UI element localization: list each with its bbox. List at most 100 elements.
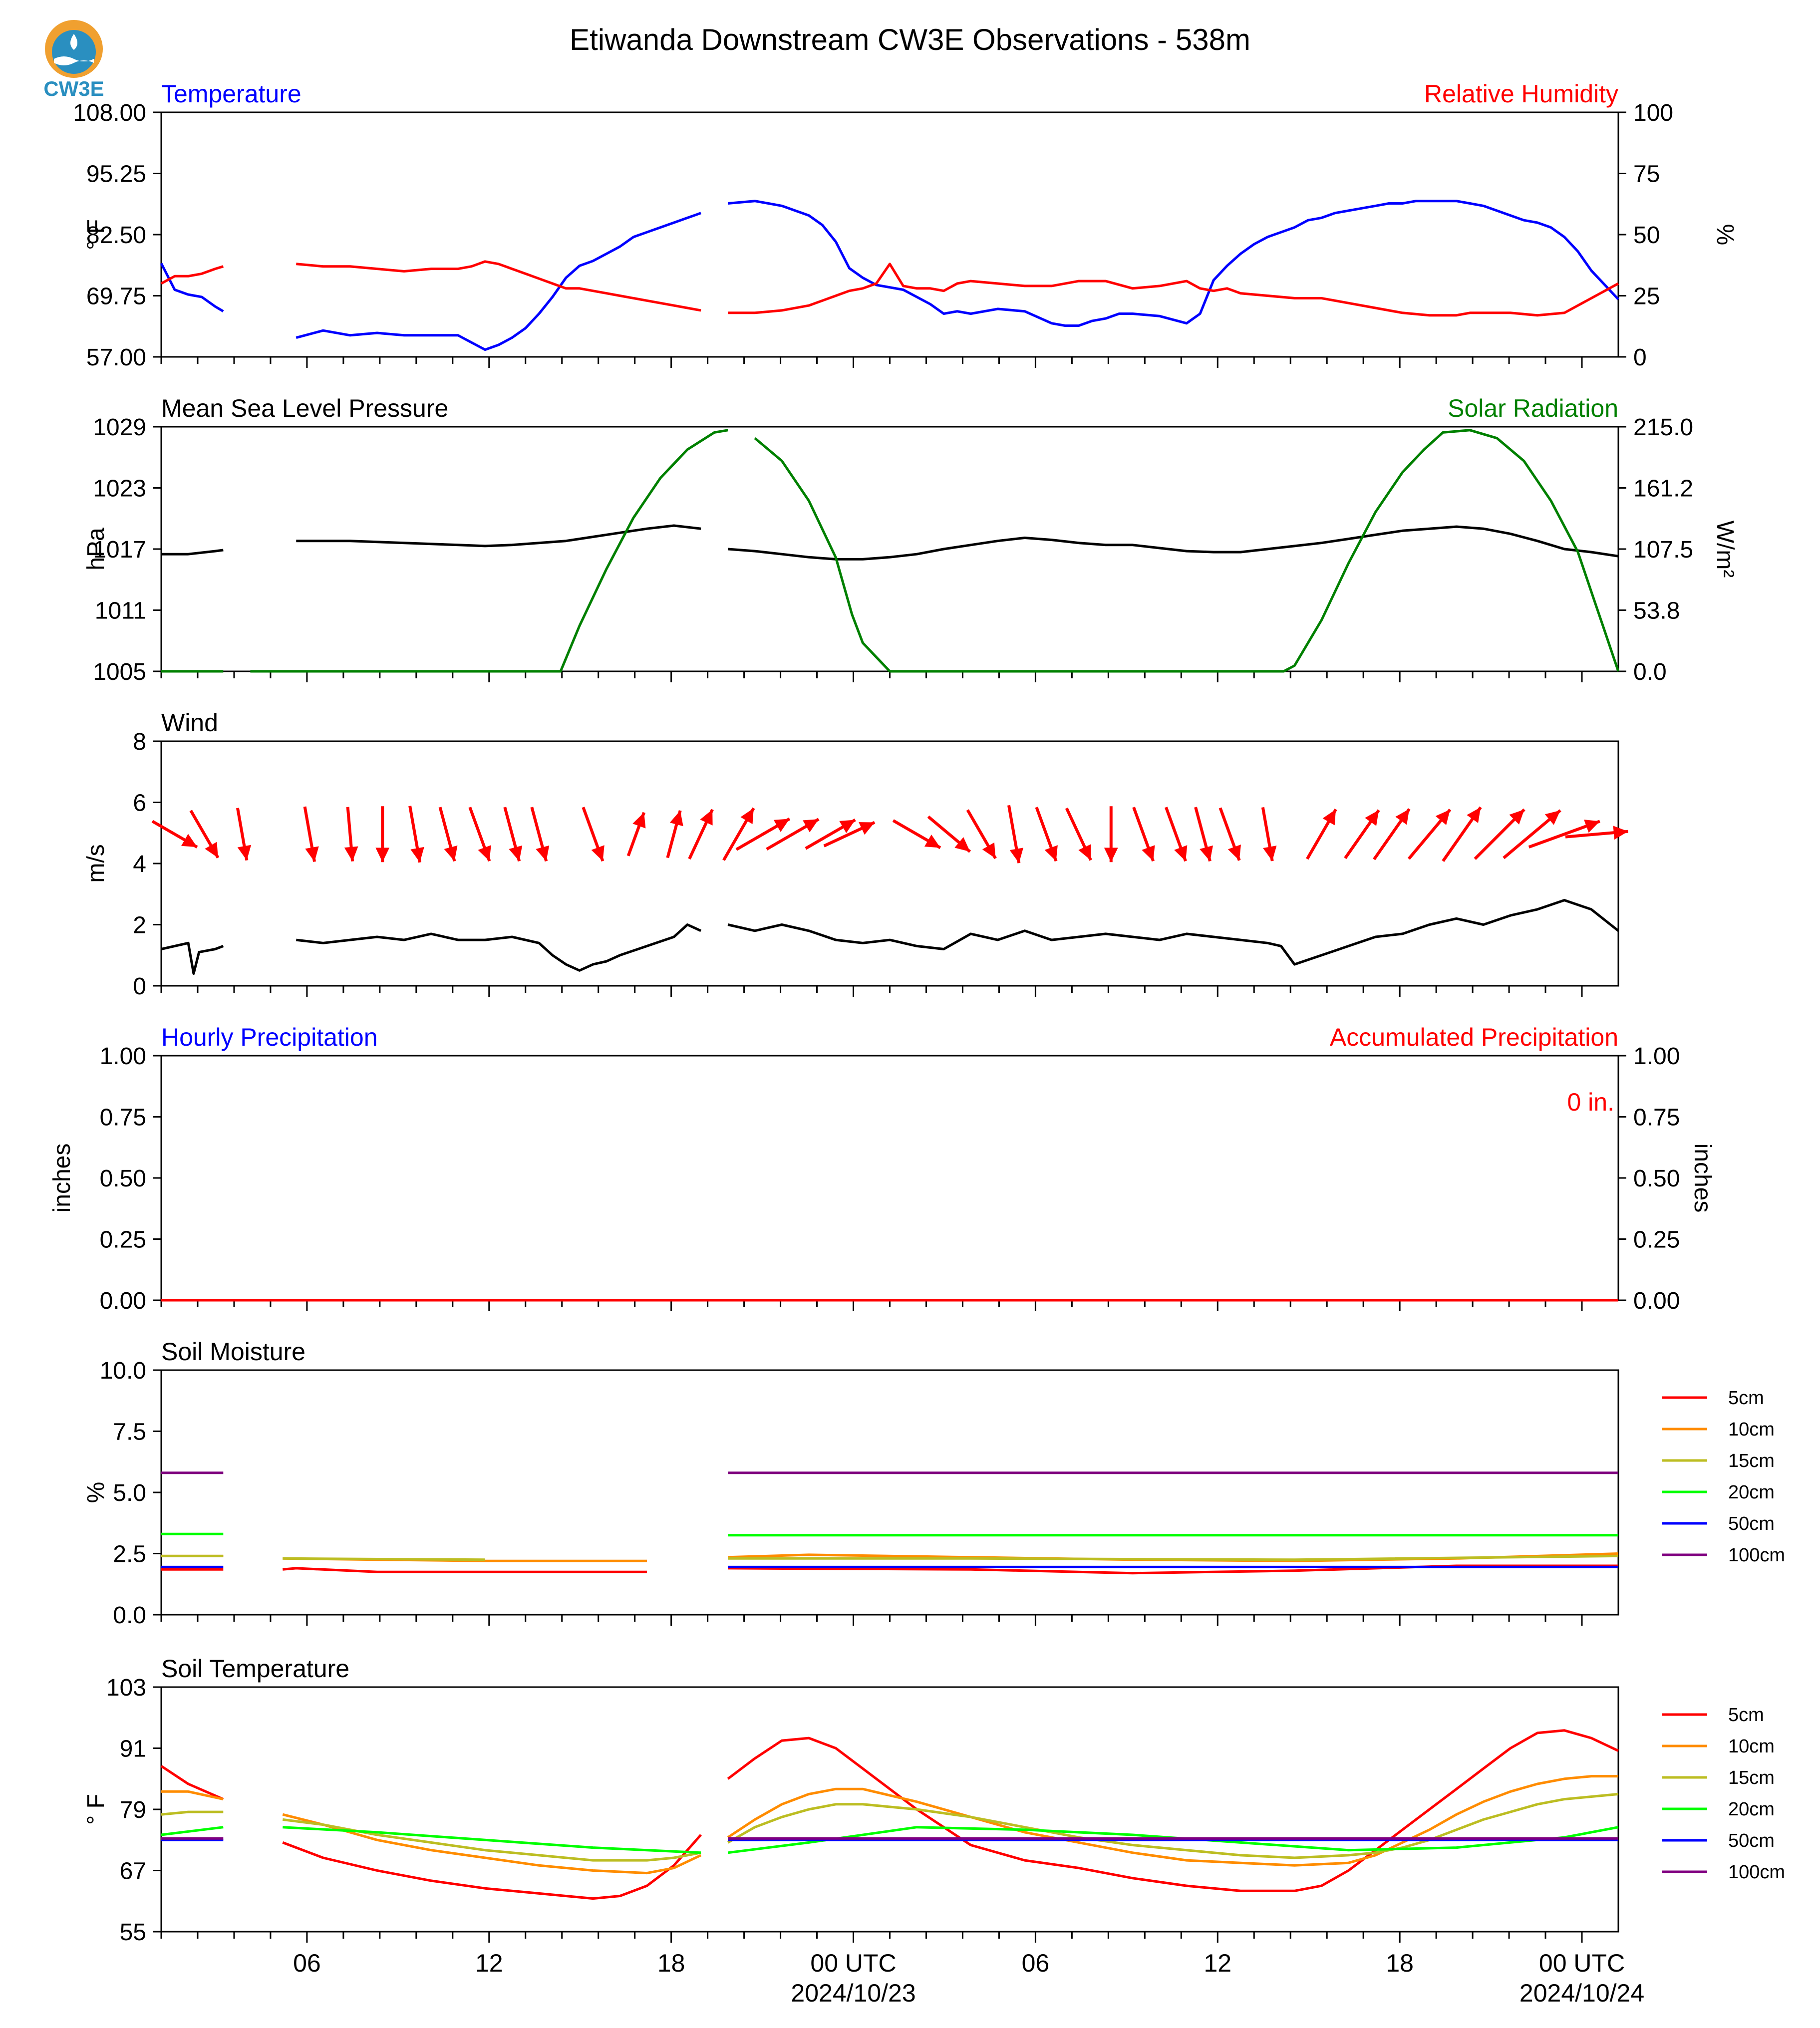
- wind-arrowhead: [1435, 809, 1451, 825]
- legend-label: 15cm: [1728, 1450, 1775, 1471]
- wind-arrowhead: [859, 822, 875, 835]
- y-tick-label-right: 161.2: [1633, 476, 1693, 502]
- wind-arrowhead: [181, 834, 197, 848]
- y-tick-label: 0.50: [100, 1165, 146, 1192]
- y-tick-label: 57.00: [86, 344, 146, 371]
- panel-title-left: Mean Sea Level Pressure: [161, 394, 448, 422]
- wind-arrowhead: [1104, 848, 1118, 863]
- panel-title-right: Accumulated Precipitation: [1330, 1023, 1618, 1051]
- legend-label: 15cm: [1728, 1767, 1775, 1788]
- legend-label: 20cm: [1728, 1482, 1775, 1503]
- panel-title-left: Temperature: [161, 80, 302, 108]
- x-tick-label: 18: [657, 1949, 685, 1977]
- legend-label: 50cm: [1728, 1830, 1775, 1851]
- y-tick-label-right: 0.25: [1633, 1227, 1680, 1253]
- legend-label: 5cm: [1728, 1705, 1764, 1726]
- wind-arrowhead: [773, 819, 790, 832]
- series-line-10cm: [161, 1775, 1618, 1875]
- series-line-5cm: [160, 1729, 1619, 1900]
- wind-arrowhead: [1200, 845, 1213, 862]
- x-tick-label: 12: [1204, 1949, 1231, 1977]
- wind-arrowhead: [509, 845, 523, 862]
- panel-title-left: Soil Moisture: [161, 1338, 305, 1366]
- y-tick-label: 1029: [93, 414, 146, 441]
- wind-arrowhead: [1009, 848, 1024, 864]
- y-tick-label: 0.25: [100, 1227, 146, 1253]
- x-date-label: 2024/10/23: [791, 1979, 915, 2007]
- panel-soil_moisture: 0.0 2.5 5.0 7.5 10.0 Soil Moisture% 5cm 10cm 15c…: [83, 1338, 1785, 1629]
- panel-title-left: Wind: [161, 709, 218, 737]
- y-tick-label-right: 53.8: [1633, 598, 1680, 624]
- series-line-solar-radiation: [161, 429, 1620, 673]
- plot-frame: [160, 1686, 1619, 1933]
- accumulated-total-label: 0 in.: [1567, 1088, 1614, 1116]
- y-axis-label: inches: [49, 1144, 75, 1213]
- panel-title-right: Solar Radiation: [1448, 394, 1618, 422]
- wind-arrowhead: [591, 845, 605, 862]
- y-tick-label: 0.00: [100, 1288, 146, 1314]
- y-axis-label: %: [83, 1482, 109, 1503]
- legend-label: 10cm: [1728, 1419, 1775, 1440]
- y-tick-label-right: 1.00: [1633, 1043, 1680, 1070]
- wind-arrowhead: [1395, 809, 1410, 825]
- plot-frame: [160, 740, 1619, 987]
- y-tick-label: 2.5: [113, 1541, 146, 1568]
- x-tick-label: 00 UTC: [810, 1949, 896, 1977]
- y-tick-label-right: 0: [1633, 344, 1647, 371]
- panel-soil_temperature: 55 67 79 91 103 Soil Temperature ° F 5cm 10cm 15c…: [83, 1655, 1785, 1946]
- y-tick-label: 1023: [93, 476, 146, 502]
- wind-arrowhead: [1544, 810, 1560, 825]
- wind-arrowhead: [1263, 846, 1277, 861]
- wind-arrowhead: [669, 810, 683, 827]
- wind-arrowhead: [1509, 809, 1524, 825]
- wind-arrowhead: [1142, 845, 1155, 862]
- y-axis-label-right: inches: [1689, 1144, 1716, 1213]
- y-tick-label-right: 50: [1633, 222, 1660, 249]
- series-line-mean-sea-level-pressure: [161, 524, 1619, 561]
- y-tick-label-right: 215.0: [1633, 414, 1693, 441]
- wind-arrowhead: [839, 820, 856, 833]
- cw3e-logo: CW3E: [43, 20, 104, 100]
- y-tick-label-right: 107.5: [1633, 537, 1693, 563]
- y-tick-label: 108.00: [73, 100, 146, 126]
- y-tick-label: 0.0: [113, 1602, 146, 1629]
- wind-arrowhead: [305, 846, 319, 862]
- y-tick-label: 103: [106, 1675, 146, 1701]
- wind-arrowhead: [237, 845, 252, 861]
- y-tick-label: 67: [120, 1858, 146, 1885]
- wind-arrowhead: [410, 847, 424, 863]
- logo-text: CW3E: [43, 77, 104, 100]
- series-line-wind: [161, 899, 1619, 975]
- figure-title: Etiwanda Downstream CW3E Observations - …: [570, 23, 1250, 56]
- x-tick-label: 06: [293, 1949, 321, 1977]
- x-tick-label: 06: [1022, 1949, 1050, 1977]
- series-line-20cm: [161, 1532, 1618, 1537]
- wind-arrowhead: [924, 835, 940, 848]
- wind-arrowhead: [444, 845, 458, 862]
- y-tick-label: 8: [133, 729, 146, 755]
- y-tick-label-right: 0.0: [1633, 659, 1667, 685]
- plot-frame: [160, 1055, 1619, 1301]
- plot-frame: [160, 426, 1619, 672]
- series-line-relative-humidity: [160, 260, 1619, 317]
- legend-label: 5cm: [1728, 1388, 1764, 1409]
- logo-drop-icon: [70, 34, 77, 50]
- y-tick-label: 4: [133, 851, 146, 877]
- panel-title-left: Hourly Precipitation: [161, 1023, 378, 1051]
- wind-arrowhead: [632, 812, 646, 829]
- legend-label: 50cm: [1728, 1513, 1775, 1534]
- wind-arrowhead: [803, 819, 819, 833]
- y-tick-label: 7.5: [113, 1419, 146, 1446]
- y-tick-label: 79: [120, 1797, 146, 1823]
- wind-arrowhead: [700, 809, 713, 826]
- wind-arrowhead: [1227, 844, 1241, 861]
- y-axis-label: ° F: [83, 1794, 109, 1825]
- wind-arrowhead: [1078, 844, 1091, 861]
- panel-title-left: Soil Temperature: [161, 1655, 349, 1683]
- y-axis-label-right: %: [1712, 224, 1738, 246]
- wind-arrowhead: [1322, 809, 1336, 826]
- x-tick-label: 18: [1386, 1949, 1414, 1977]
- wind-arrowhead: [536, 845, 550, 862]
- x-date-label: 2024/10/24: [1519, 1979, 1644, 2007]
